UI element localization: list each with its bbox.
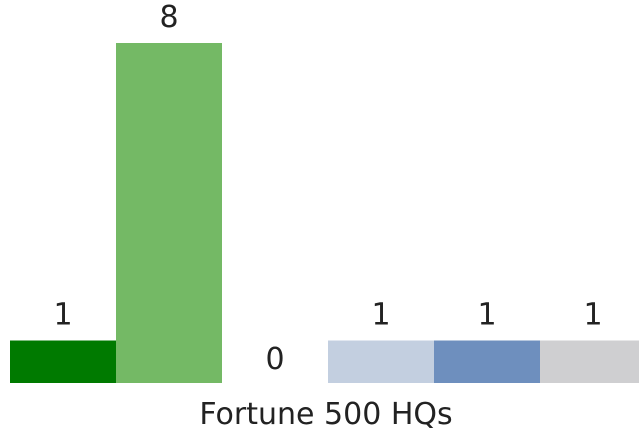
x-axis-label: Fortune 500 HQs — [199, 397, 452, 432]
bar-4 — [328, 340, 434, 383]
bar-5 — [434, 340, 540, 383]
bar-value-label-6: 1 — [583, 298, 602, 333]
bar-value-label-4: 1 — [371, 298, 390, 333]
bars-group — [10, 43, 639, 383]
bar-2 — [116, 43, 222, 383]
bar-value-label-1: 1 — [53, 298, 72, 333]
value-labels-group: 1 8 0 1 1 1 — [53, 0, 602, 377]
bar-6 — [540, 340, 639, 383]
bar-value-label-5: 1 — [477, 298, 496, 333]
bar-value-label-3: 0 — [265, 342, 284, 377]
bar-value-label-2: 8 — [159, 0, 178, 35]
bar-1 — [10, 340, 116, 383]
